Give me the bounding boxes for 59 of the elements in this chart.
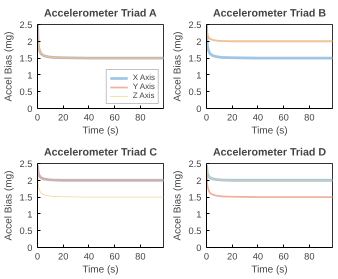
x-axis-title: Time (s) <box>251 126 288 136</box>
y-tick-label: 2 <box>27 176 33 186</box>
x-axis-title: Time (s) <box>82 126 119 136</box>
y-tick-label: 1 <box>196 70 202 80</box>
y-axis-title: Accel Bias (mg) <box>4 170 15 241</box>
legend-label: Z Axis <box>132 91 155 100</box>
x-tick-label: 80 <box>135 252 146 262</box>
x-axis-title: Time (s) <box>251 264 288 276</box>
y-tick-label: 1.5 <box>20 54 32 64</box>
y-axis-title: Accel Bias (mg) <box>172 170 184 241</box>
y-tick-label: 0.5 <box>188 87 202 98</box>
x-tick-label: 0 <box>34 252 40 262</box>
x-tick-label: 80 <box>304 112 315 122</box>
x-tick-label: 80 <box>135 112 146 122</box>
y-tick-label: 0 <box>27 104 33 114</box>
x-tick-label: 20 <box>227 252 238 262</box>
chart-title: Accelerometer Triad A <box>44 8 157 20</box>
x-tick-label: 60 <box>278 252 289 262</box>
y-tick-label: 1 <box>196 209 202 220</box>
y-tick-label: 1.5 <box>188 192 202 203</box>
x-tick-label: 40 <box>84 252 94 262</box>
y-tick-label: 0.5 <box>20 87 32 98</box>
y-tick-label: 0 <box>196 104 202 114</box>
y-tick-label: 1 <box>27 70 33 80</box>
x-tick-label: 20 <box>58 252 68 262</box>
x-tick-label: 40 <box>252 252 264 262</box>
chart-title: Accelerometer Triad D <box>212 146 326 158</box>
x-tick-label: 60 <box>109 112 120 122</box>
x-tick-label: 20 <box>58 112 68 122</box>
y-tick-label: 0.5 <box>188 226 202 236</box>
x-tick-label: 60 <box>109 252 120 262</box>
y-tick-label: 2 <box>27 36 33 47</box>
y-tick-label: 2 <box>196 176 202 186</box>
legend-label: Y Axis <box>132 82 155 91</box>
x-tick-label: 0 <box>34 112 40 122</box>
x-tick-label: 40 <box>252 112 264 122</box>
x-tick-label: 20 <box>227 112 238 122</box>
y-tick-label: 0 <box>196 243 202 253</box>
x-axis-title: Time (s) <box>82 264 119 276</box>
y-tick-label: 2.5 <box>188 20 202 30</box>
y-tick-label: 2.5 <box>20 20 32 30</box>
y-tick-label: 2 <box>196 36 202 47</box>
chart-title: Accelerometer Triad C <box>44 146 158 158</box>
chart-title: Accelerometer Triad B <box>212 8 326 20</box>
y-tick-label: 1 <box>27 209 33 220</box>
y-tick-label: 2.5 <box>20 159 32 169</box>
y-tick-label: 0.5 <box>20 226 32 236</box>
y-axis-title: Accel Bias (mg) <box>172 31 184 102</box>
legend-label: X Axis <box>132 73 155 82</box>
y-tick-label: 0 <box>27 243 33 253</box>
y-axis-title: Accel Bias (mg) <box>4 31 15 102</box>
y-tick-label: 1.5 <box>20 192 32 203</box>
y-tick-label: 2.5 <box>188 159 202 169</box>
x-tick-label: 80 <box>304 252 315 262</box>
y-tick-label: 1.5 <box>188 54 202 64</box>
x-tick-label: 0 <box>204 112 210 122</box>
x-tick-label: 60 <box>278 112 289 122</box>
x-tick-label: 40 <box>84 112 94 122</box>
x-tick-label: 0 <box>204 252 210 262</box>
